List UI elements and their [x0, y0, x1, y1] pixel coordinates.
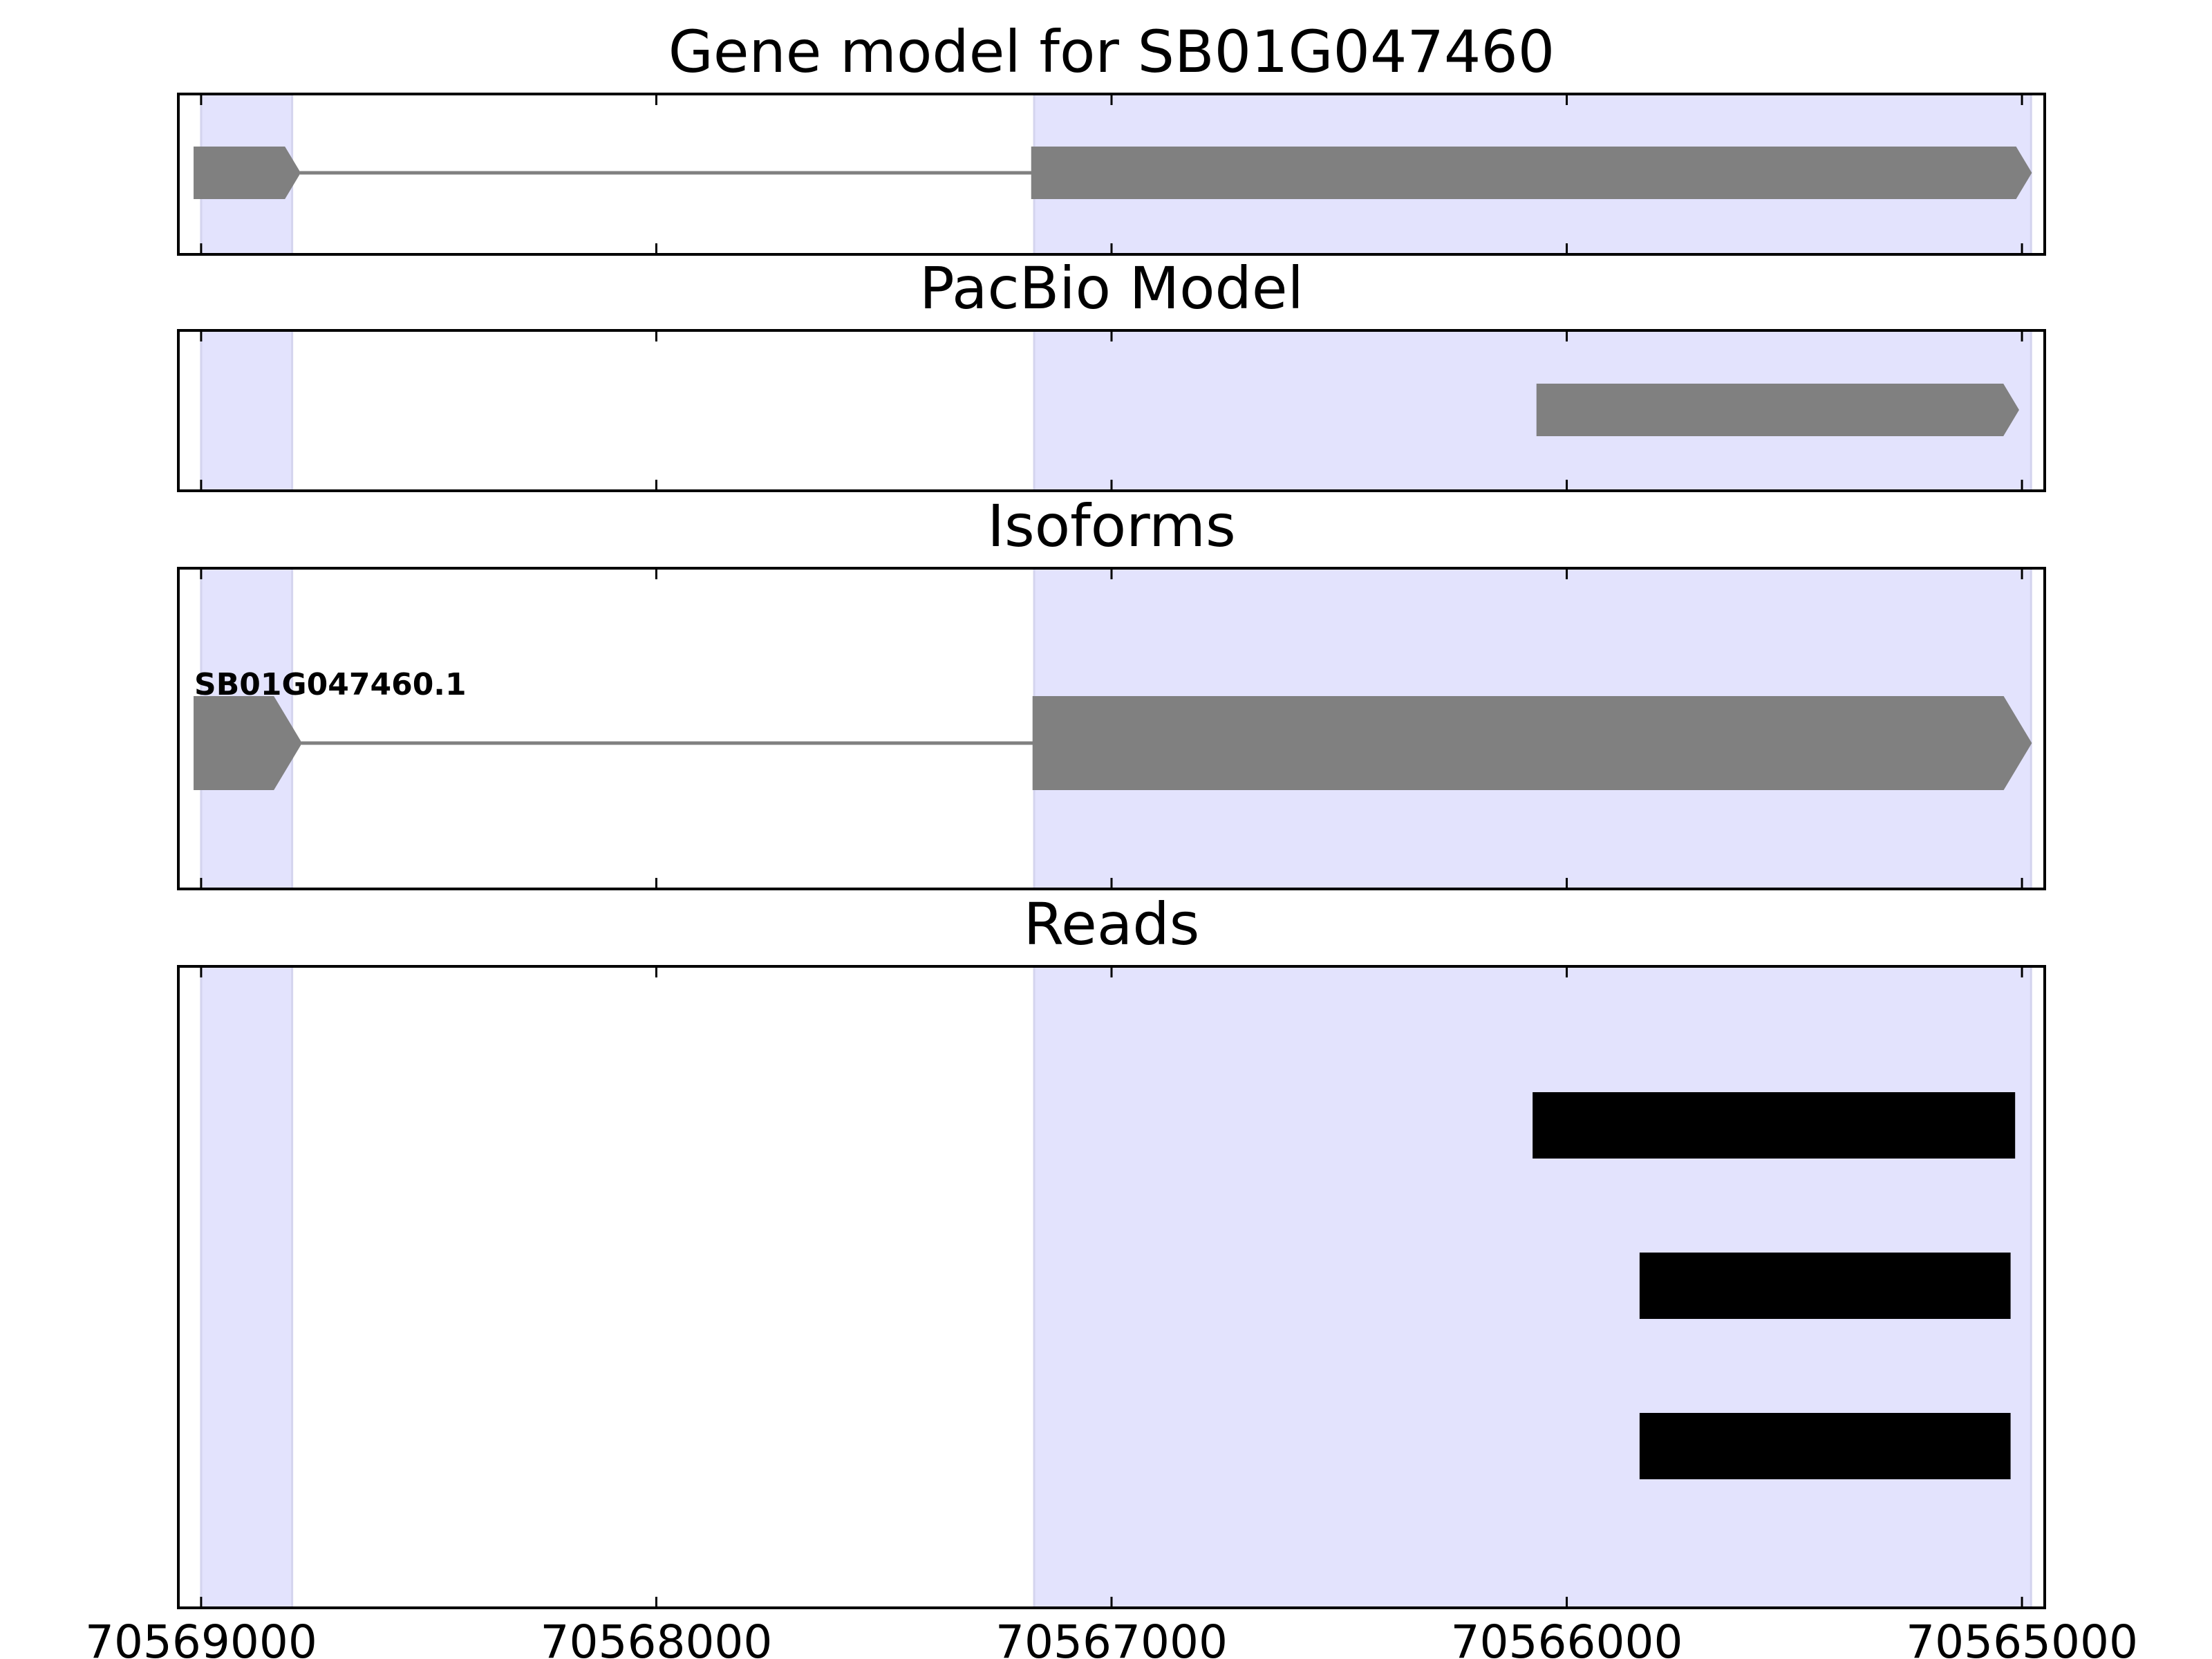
- isoforms-title: Isoforms: [987, 492, 1236, 560]
- read-bar: [1639, 1413, 2011, 1479]
- read-bar: [1639, 1253, 2011, 1319]
- exon-block: [1031, 147, 2032, 199]
- reads-panel: Reads 70569000 70568000 70567000 70566000 705…: [85, 890, 2138, 1659]
- pacbio-model-frame: [177, 329, 2046, 492]
- isoform-label: SB01G047460.1: [194, 667, 467, 702]
- pacbio-model-title: PacBio Model: [919, 254, 1304, 322]
- exon-block: [194, 696, 302, 790]
- gene-model-title: Gene model for SB01G047460: [668, 18, 1555, 86]
- isoforms-frame: [177, 567, 2046, 890]
- pacbio-model-panel: PacBio Model: [177, 254, 2046, 492]
- exon-block: [194, 147, 301, 199]
- x-tick-label: 70568000: [540, 1615, 772, 1659]
- x-tick-label: 70566000: [1451, 1615, 1683, 1659]
- exon-highlight-band: [200, 329, 294, 492]
- exon-block: [1536, 384, 2019, 436]
- gene-model-panel: Gene model for SB01G047460: [177, 18, 2046, 256]
- gene-model-frame: [177, 93, 2046, 256]
- x-tick-label: 70569000: [85, 1615, 317, 1659]
- read-bar: [1533, 1092, 2016, 1159]
- exon-highlight-band: [200, 965, 294, 1609]
- exon-block: [1032, 696, 2032, 790]
- reads-frame: [177, 965, 2046, 1609]
- x-tick-label: 70567000: [995, 1615, 1228, 1659]
- isoforms-panel: Isoforms SB01G047460.1: [177, 492, 2046, 890]
- x-tick-label: 70565000: [1906, 1615, 2138, 1659]
- reads-title: Reads: [1024, 890, 1200, 958]
